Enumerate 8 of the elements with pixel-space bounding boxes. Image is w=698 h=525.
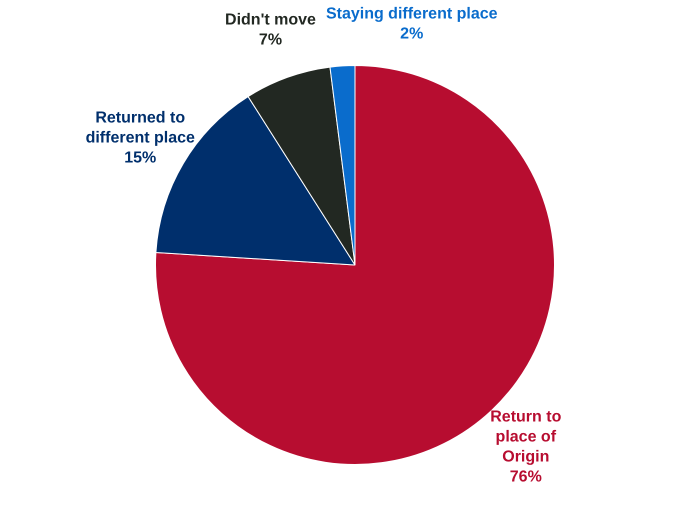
data-label: 76% bbox=[510, 468, 542, 486]
data-label: 15% bbox=[124, 149, 156, 166]
slice-label: Didn't move bbox=[225, 12, 316, 29]
slice-label: Staying different place bbox=[326, 5, 498, 22]
slice-label: Return to place of Origin bbox=[490, 408, 562, 466]
data-label: 7% bbox=[258, 32, 282, 49]
data-label: 2% bbox=[400, 25, 424, 42]
slice-label: Returned to different place bbox=[86, 109, 196, 146]
